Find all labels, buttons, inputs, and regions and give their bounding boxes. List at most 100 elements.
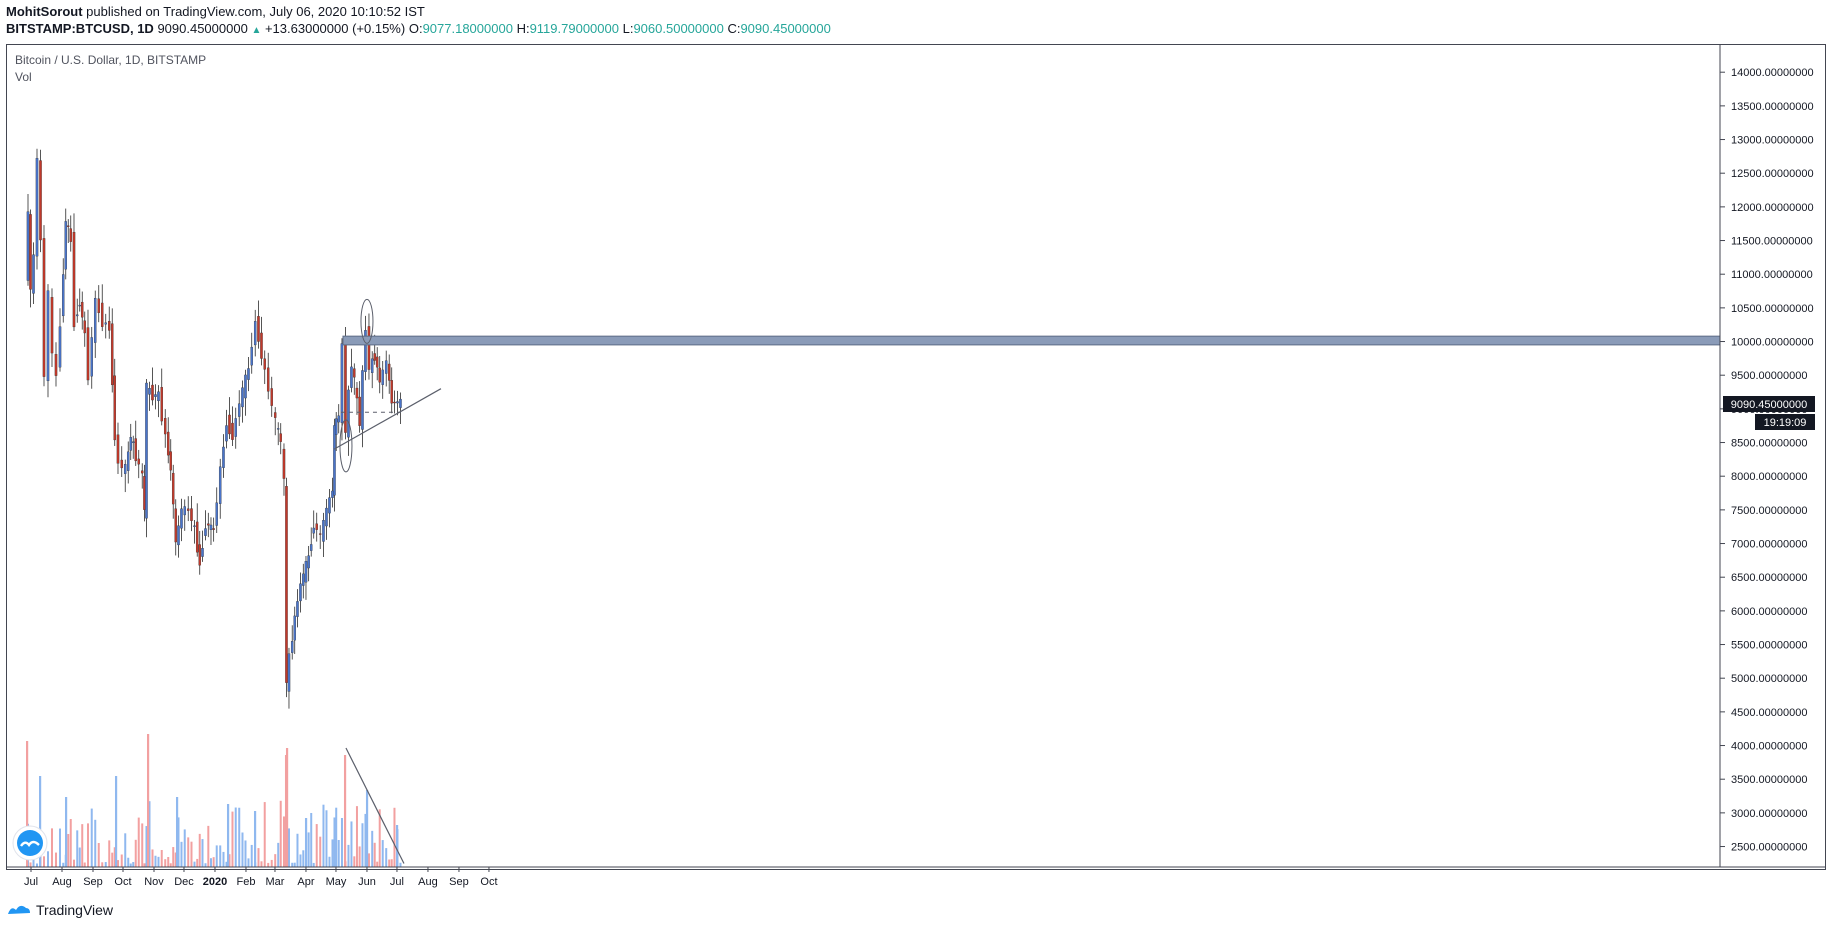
candle-body	[285, 486, 288, 683]
candle-body	[325, 507, 328, 527]
volume-spike	[175, 797, 179, 867]
candle-body	[241, 387, 244, 408]
candle-body	[387, 363, 391, 381]
up-triangle-icon: ▲	[251, 25, 262, 36]
candle-body	[378, 367, 381, 383]
volume-bar	[373, 842, 376, 867]
volume-bar	[177, 817, 180, 867]
candle-body	[39, 160, 42, 241]
candle-body	[137, 458, 140, 465]
volume-bar	[204, 863, 207, 867]
volume-bar	[215, 845, 218, 867]
volume-bar	[307, 832, 310, 867]
candle-body	[151, 384, 154, 401]
volume-bar	[381, 840, 384, 867]
volume-bar	[169, 863, 172, 867]
y-tick-label: 3000.00000000	[1731, 808, 1807, 820]
high-value: 9119.79000000	[529, 21, 619, 36]
candle-body	[218, 466, 222, 504]
volume-bar	[94, 819, 97, 867]
candle-body	[131, 441, 135, 443]
candle-body	[282, 448, 286, 479]
volume-bar	[129, 863, 132, 867]
candle-body	[64, 221, 67, 270]
low-value: 9060.50000000	[633, 21, 724, 36]
chart-frame[interactable]	[6, 44, 1826, 870]
candle-body	[250, 346, 253, 366]
volume-bar	[90, 808, 93, 867]
candle-body	[80, 301, 84, 318]
candle-body	[42, 238, 46, 377]
volume-bar	[353, 856, 356, 867]
volume-bar	[234, 807, 237, 867]
y-tick-label: 6000.00000000	[1731, 606, 1807, 618]
x-tick-label: Jun	[358, 876, 376, 888]
candle-body	[93, 298, 97, 343]
candle-body	[154, 394, 157, 397]
candle-body	[375, 356, 379, 368]
volume-bar	[241, 832, 244, 867]
volume-bar	[364, 813, 367, 867]
candle-body	[247, 368, 250, 380]
candle-body	[46, 290, 50, 382]
y-tick-label: 6500.00000000	[1731, 572, 1807, 584]
volume-spike	[365, 790, 369, 867]
volume-bar	[250, 844, 253, 867]
volume-bar	[46, 851, 49, 867]
footer-brand[interactable]: TradingView	[6, 902, 113, 918]
candle-body	[134, 438, 137, 462]
candle-body	[318, 533, 322, 535]
candle-body	[174, 508, 177, 543]
y-tick-label: 5000.00000000	[1731, 673, 1807, 685]
candle-body	[58, 326, 62, 368]
y-tick-label: 14000.00000000	[1731, 67, 1814, 79]
candle-body	[177, 525, 180, 546]
volume-bar	[134, 839, 137, 867]
volume-bar	[312, 862, 315, 867]
candle-body	[302, 573, 305, 586]
volume-bar	[399, 862, 402, 867]
candle-body	[257, 316, 260, 342]
close-label: C:	[727, 21, 741, 36]
candle-body	[129, 437, 132, 451]
high-label: H:	[516, 21, 530, 36]
candle-body	[78, 304, 81, 307]
candle-body	[120, 459, 123, 469]
volume-bar	[157, 856, 160, 867]
volume-bar	[108, 840, 111, 867]
publish-line: MohitSorout published on TradingView.com…	[6, 3, 831, 20]
candle-body	[204, 528, 207, 536]
volume-bar	[228, 854, 231, 867]
x-tick-label: Mar	[265, 876, 284, 888]
candle-body	[72, 231, 76, 328]
volume-spike	[253, 811, 257, 867]
volume-bar	[54, 852, 57, 867]
candle-body	[26, 211, 30, 281]
volume-bar	[291, 862, 294, 867]
volume-bar	[83, 862, 86, 867]
candle-body	[273, 412, 277, 418]
volume-bar	[274, 854, 277, 867]
volume-bar	[279, 800, 282, 867]
author-name[interactable]: MohitSorout	[6, 4, 83, 19]
volume-bar	[244, 840, 247, 867]
candle-body	[384, 360, 388, 374]
candle-body	[66, 225, 70, 227]
volume-bar	[385, 848, 388, 867]
volume-bar	[174, 852, 177, 867]
candle-body	[90, 337, 93, 377]
volume-spike	[285, 748, 289, 867]
x-tick-label: Dec	[174, 876, 194, 888]
y-tick-label: 9500.00000000	[1731, 370, 1807, 382]
volume-bar	[127, 857, 130, 867]
volume-bar	[378, 809, 381, 867]
candle-body	[29, 214, 32, 290]
volume-bar	[76, 830, 79, 867]
candle-body	[190, 508, 193, 521]
candle-body	[307, 555, 310, 569]
volume-spike	[114, 776, 118, 867]
volume-bar	[367, 853, 370, 867]
volume-bar	[137, 817, 140, 867]
volume-bar	[225, 861, 228, 867]
